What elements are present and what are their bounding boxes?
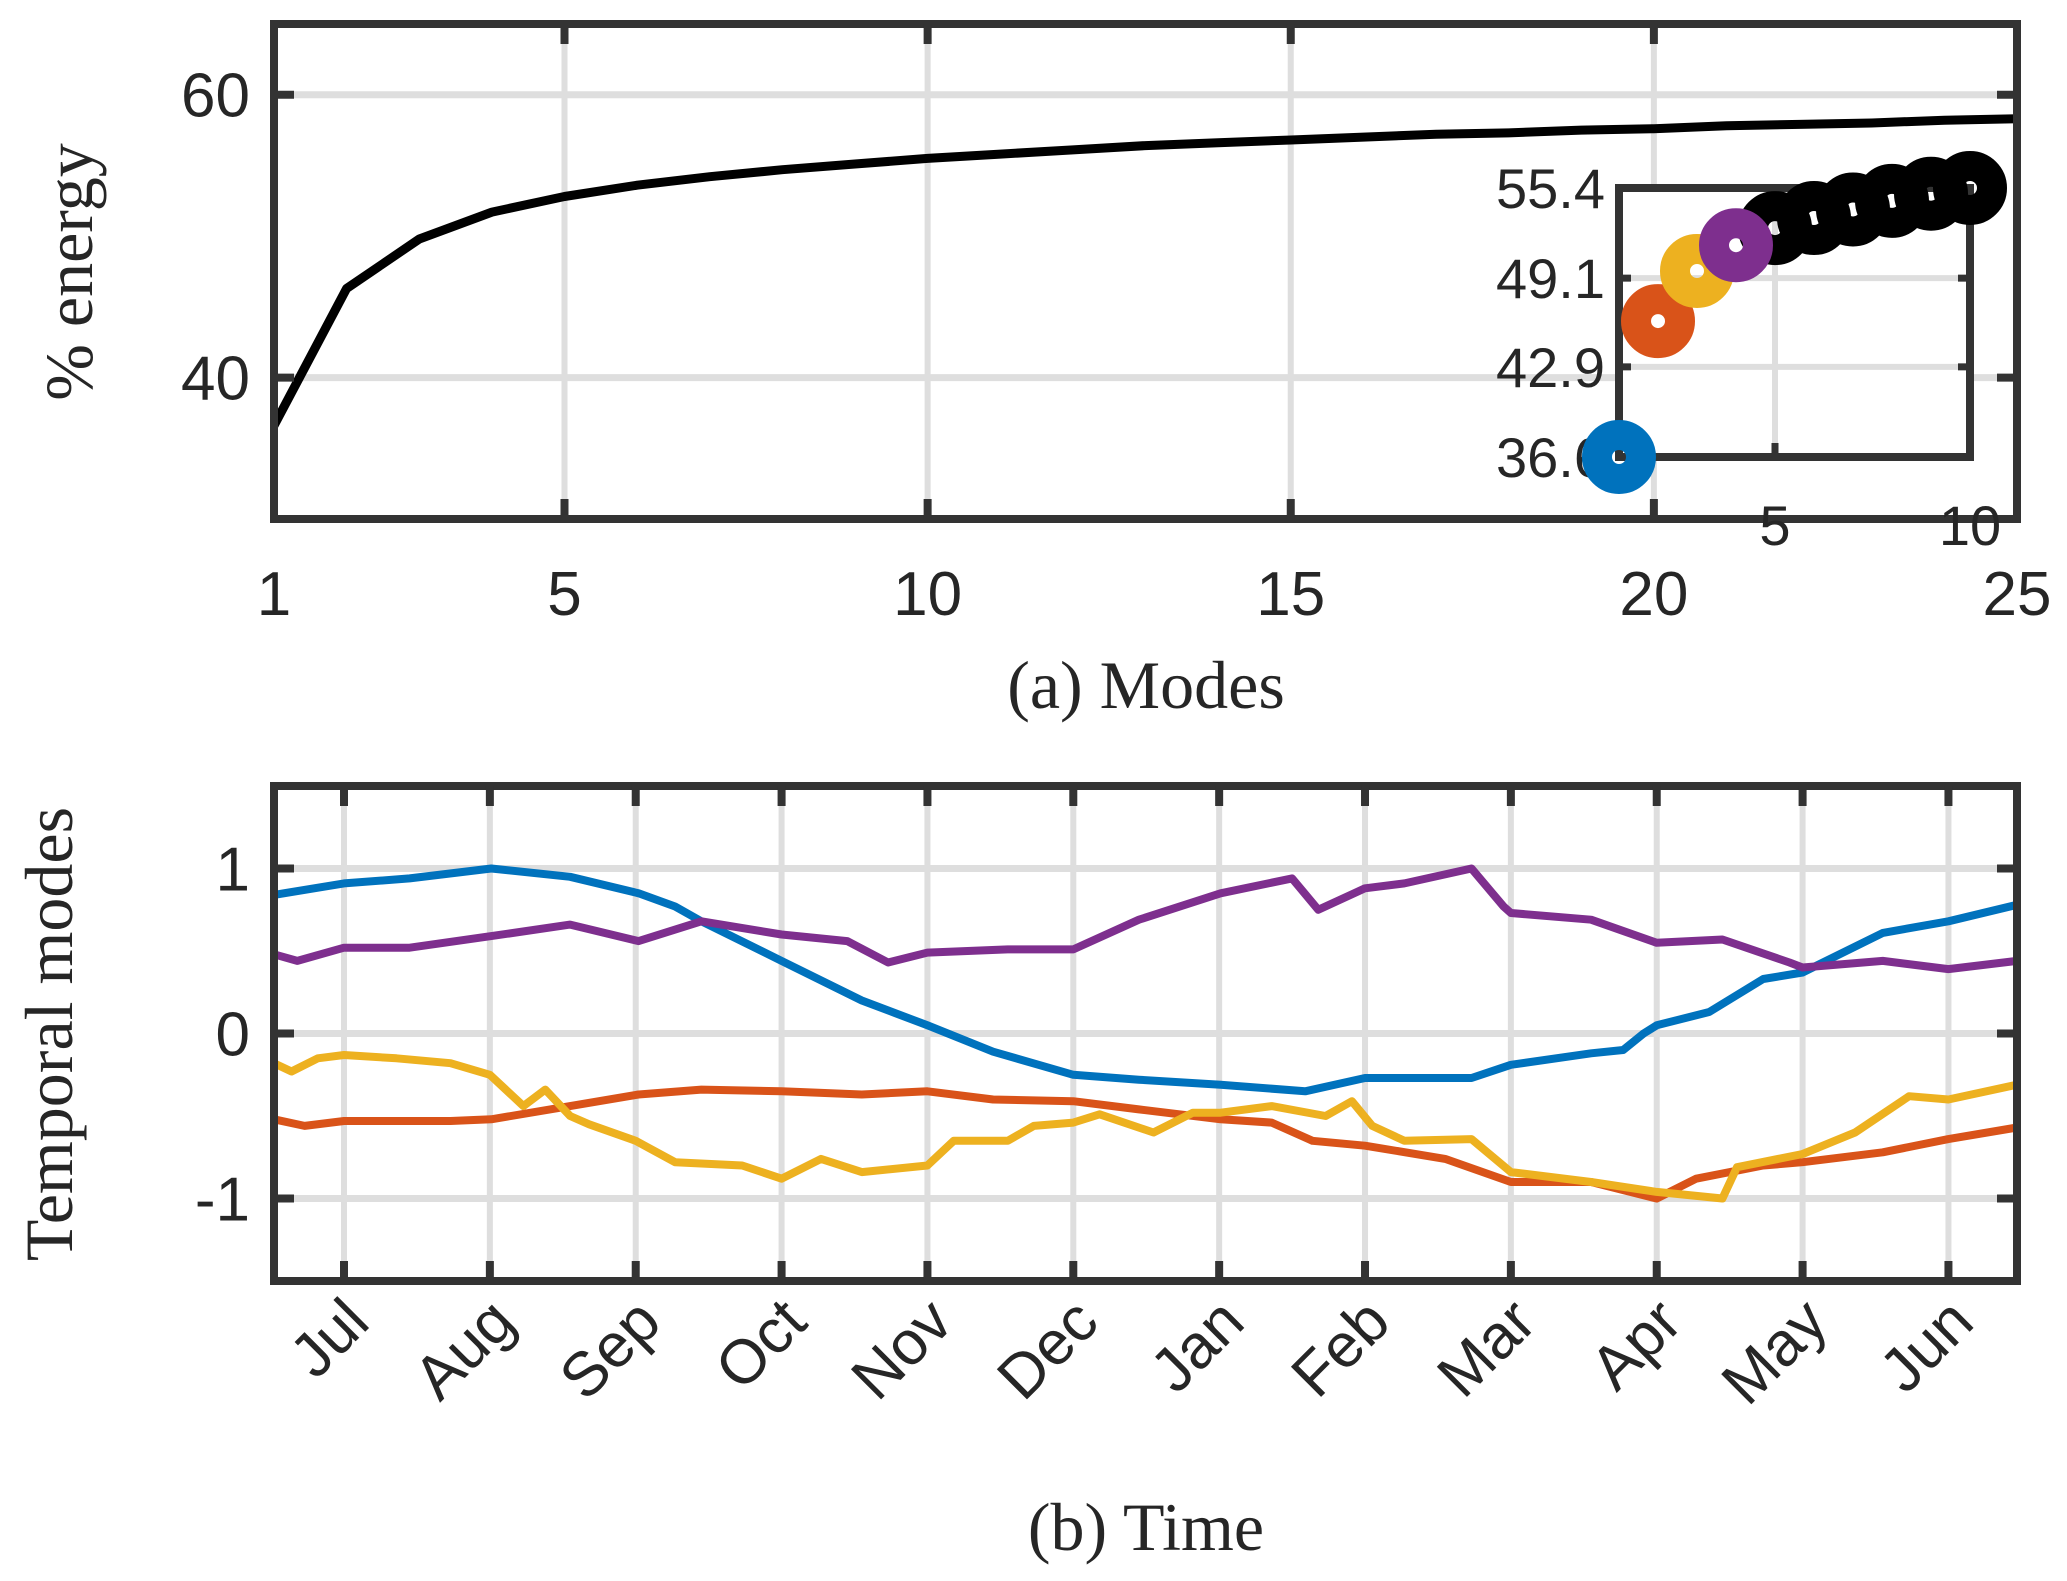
series-line-mode-2 [273, 1085, 2018, 1203]
y-tick-label: 1 [216, 836, 250, 905]
inset-marker-mode-4 [1699, 208, 1773, 283]
inset-marker-mode-10 [1933, 151, 2007, 225]
x-tick-label: 20 [1619, 560, 1688, 629]
energy-axes-box [270, 20, 2021, 523]
x-tick-label: Jun [1867, 1286, 1986, 1405]
x-tick-label: Jan [1138, 1286, 1257, 1405]
y-tick-label: 40 [181, 345, 250, 414]
temporal-lines [272, 864, 2018, 1203]
inset-y-tick-label: 49.1 [1496, 247, 1605, 310]
temporal-panel: Jul Aug Sep Oct Nov Dec Jan Feb Mar Apr May Jun -1 0 1… [11, 782, 2021, 1565]
x-tick-label: 10 [893, 560, 962, 629]
y-tick-label: 60 [181, 62, 250, 131]
x-tick-label: 25 [1983, 560, 2052, 629]
x-tick-label: Sep [547, 1286, 674, 1413]
series-line-cumulative-energy [270, 114, 2018, 428]
x-tick-label: Dec [984, 1286, 1111, 1413]
x-tick-label: Feb [1279, 1286, 1403, 1410]
energy-lines [270, 114, 2018, 428]
energy-x-label: (a) Modes [1007, 647, 1285, 723]
y-tick-label: 0 [216, 1001, 250, 1070]
series-line-mode-1 [273, 864, 2018, 1096]
x-tick-label: Apr [1578, 1286, 1695, 1403]
temporal-x-label: (b) Time [1028, 1489, 1264, 1565]
y-tick-label: -1 [195, 1166, 250, 1235]
x-tick-label: 1 [257, 560, 291, 629]
inset-x-tick-label: 5 [1759, 494, 1790, 557]
x-tick-label: 15 [1256, 560, 1325, 629]
inset-marker-mode-2 [1621, 284, 1695, 359]
inset-y-tick-label: 55.4 [1496, 157, 1605, 220]
temporal-y-label: Temporal modes [11, 807, 87, 1261]
series-line-mode-4 [272, 864, 2018, 974]
x-tick-label: Nov [839, 1286, 966, 1413]
series-line-mode-3 [272, 1051, 2018, 1203]
temporal-grid [274, 786, 2017, 1281]
x-tick-label: May [1709, 1286, 1841, 1418]
inset-marker-mode-1 [1582, 420, 1656, 494]
inset-y-tick-label: 42.9 [1496, 336, 1605, 399]
x-tick-label: Jul [277, 1286, 382, 1391]
inset-x-tick-label: 10 [1939, 494, 2001, 557]
x-tick-label: Mar [1424, 1286, 1548, 1410]
energy-y-label: % energy [31, 143, 107, 400]
x-tick-label: Aug [401, 1286, 528, 1413]
x-tick-label: Oct [702, 1286, 819, 1403]
x-tick-label: 5 [547, 560, 581, 629]
